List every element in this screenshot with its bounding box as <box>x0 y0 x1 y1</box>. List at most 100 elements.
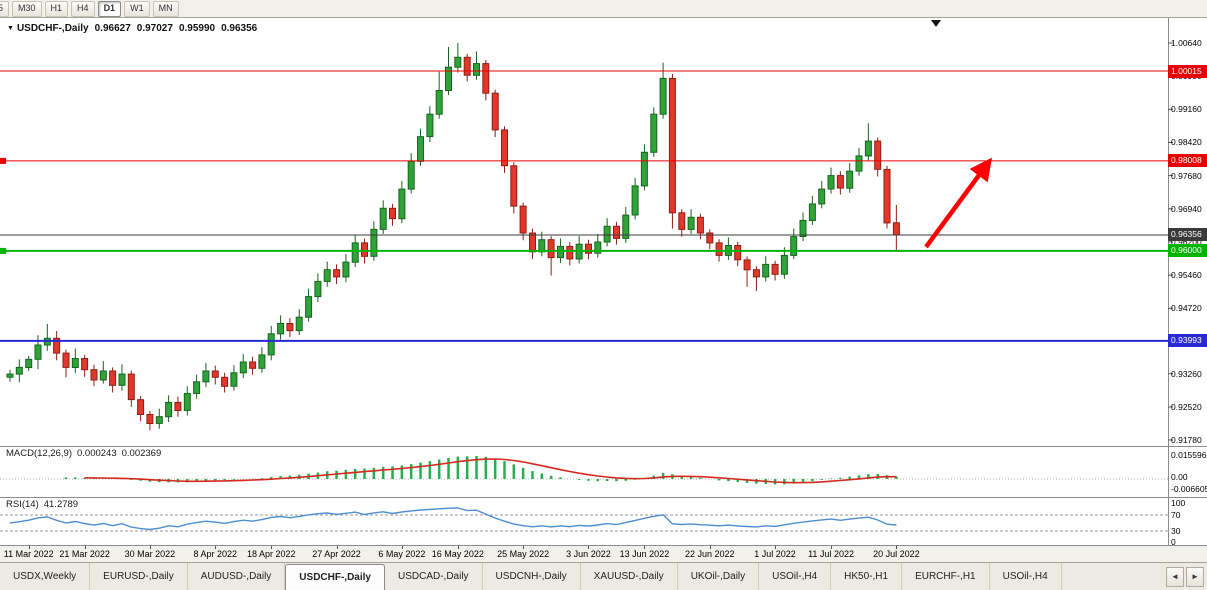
date-axis-label: 3 Jun 2022 <box>566 549 611 559</box>
price-axis-label: 0.96200 <box>1171 236 1202 247</box>
macd-indicator-label: MACD(12,26,9) 0.000243 0.002369 <box>6 448 161 459</box>
date-axis-tick <box>28 546 30 549</box>
macd-axis-label: -0.006605 <box>1171 483 1207 494</box>
date-axis-tick <box>896 546 898 549</box>
chart-tab-usoil-h4[interactable]: USOil-,H4 <box>990 563 1062 590</box>
timeframe-button-5[interactable]: 5 <box>0 0 10 17</box>
ohlc-close: 0.96356 <box>221 23 258 34</box>
ohlc-open: 0.96627 <box>94 23 131 34</box>
support-resistance-lines[interactable] <box>0 70 1168 342</box>
timeframe-button-H1[interactable]: H1 <box>44 0 69 17</box>
macd-axis-label: 0.015596 <box>1171 449 1207 460</box>
chart-tab-usdcad-daily[interactable]: USDCAD-,Daily <box>385 563 483 590</box>
chart-tab-bar: USDX,Weekly EURUSD-,Daily AUDUSD-,Daily USD… <box>0 562 1207 590</box>
macd-axis-label: 0.00 <box>1171 472 1188 482</box>
macd-panel <box>0 456 1168 485</box>
timeframe-button-M30[interactable]: M30 <box>12 0 42 17</box>
timeframe-button-W1[interactable]: W1 <box>124 0 150 17</box>
date-axis-tick <box>84 546 86 549</box>
date-axis-label: 16 May 2022 <box>431 549 484 559</box>
candlestick-series <box>6 43 900 431</box>
timeframe-button-D1[interactable]: D1 <box>97 0 122 17</box>
timeframe-button-MN[interactable]: MN <box>152 0 179 17</box>
ohlc-low: 0.95990 <box>178 23 216 34</box>
trend-arrow-annotation[interactable] <box>924 157 993 249</box>
date-axis-label: 30 Mar 2022 <box>124 549 176 559</box>
price-axis-label: 0.91780 <box>1171 435 1202 446</box>
date-axis-label: 13 Jun 2022 <box>619 549 670 559</box>
date-axis-label: 11 Mar 2022 <box>3 549 54 559</box>
date-axis-label: 8 Apr 2022 <box>193 549 238 559</box>
tabs-scroll-right-button[interactable]: ► <box>1186 566 1204 587</box>
date-axis-label: 25 May 2022 <box>497 549 550 559</box>
price-axis-label: 0.99160 <box>1171 104 1202 115</box>
macd-main-value: 0.000243 <box>77 448 117 459</box>
rsi-panel <box>0 507 1168 532</box>
tab-scroll-controls: ◄ ► <box>1163 563 1207 590</box>
time-axis[interactable]: 11 Mar 2022 21 Mar 2022 30 Mar 2022 8 Apr 2… <box>0 545 1207 562</box>
rsi-value: 41.2789 <box>43 499 79 510</box>
price-level-badge: 0.96000 <box>1168 244 1207 258</box>
chart-tab-eurusd-daily[interactable]: EURUSD-,Daily <box>90 563 188 590</box>
chart-tab-audusd-daily[interactable]: AUDUSD-,Daily <box>188 563 286 590</box>
ohlc-high: 0.97027 <box>136 23 173 34</box>
date-axis-tick <box>149 546 151 549</box>
tabs-scroll-left-button[interactable]: ◄ <box>1166 566 1184 587</box>
rsi-label: RSI(14) <box>6 499 39 510</box>
date-axis-tick <box>457 546 459 549</box>
chart-tab-usdcnh-daily[interactable]: USDCNH-,Daily <box>483 563 581 590</box>
price-axis-label: 0.97680 <box>1171 170 1202 181</box>
chart-tab-usoil-h4[interactable]: USOil-,H4 <box>759 563 832 590</box>
chart-title: ▼ USDCHF-,Daily 0.96627 0.97027 0.95990 0.963… <box>7 23 257 34</box>
chart-tab-ukoil-daily[interactable]: UKOil-,Daily <box>678 563 760 590</box>
chart-tab-xauusd-daily[interactable]: XAUUSD-,Daily <box>581 563 678 590</box>
date-axis-label: 22 Jun 2022 <box>684 549 735 559</box>
rsi-axis-label: 0 <box>1171 536 1176 547</box>
rsi-axis-label: 30 <box>1171 525 1181 536</box>
date-axis-tick <box>523 546 525 549</box>
price-axis-label: 1.00640 <box>1171 38 1202 48</box>
date-axis-label: 20 Jul 2022 <box>873 549 920 559</box>
symbol-dropdown-icon[interactable]: ▼ <box>7 25 14 32</box>
rsi-line <box>9 507 897 531</box>
price-axis-label: 0.92520 <box>1171 401 1202 412</box>
price-axis-label: 0.98420 <box>1171 137 1202 148</box>
macd-signal-value: 0.002369 <box>121 448 162 459</box>
chart-symbol-period: USDCHF-,Daily <box>16 23 89 34</box>
price-axis-label: 0.95460 <box>1171 270 1202 281</box>
date-axis-tick <box>644 546 646 549</box>
date-axis-tick <box>775 546 777 549</box>
chart-tab-hk50-h1[interactable]: HK50-,H1 <box>831 563 903 590</box>
chart-tab-usdchf-daily[interactable]: USDCHF-,Daily <box>285 564 385 590</box>
price-level-badge: 0.93993 <box>1168 334 1207 348</box>
price-level-badge: 0.98008 <box>1168 154 1207 168</box>
date-axis-label: 6 May 2022 <box>378 549 426 559</box>
price-level-badge: 1.00015 <box>1168 64 1207 78</box>
date-axis-tick <box>588 546 590 549</box>
rsi-indicator-label: RSI(14) 41.2789 <box>6 499 78 510</box>
price-axis-label: 0.93260 <box>1171 368 1202 379</box>
date-axis-tick <box>709 546 711 549</box>
date-axis-label: 11 Jul 2022 <box>808 549 854 559</box>
chart-shift-marker[interactable] <box>931 20 941 27</box>
date-axis-tick <box>831 546 833 549</box>
date-axis-label: 1 Jul 2022 <box>754 549 796 559</box>
rsi-axis-label: 100 <box>1171 497 1186 508</box>
macd-label: MACD(12,26,9) <box>6 448 72 459</box>
date-axis-tick <box>215 546 217 549</box>
timeframe-toolbar: 5M30H1H4D1W1MN <box>0 0 1207 18</box>
price-axis-label: 0.96940 <box>1171 203 1202 214</box>
timeframe-button-H4[interactable]: H4 <box>71 0 95 17</box>
chart-tab-eurchf-h1[interactable]: EURCHF-,H1 <box>902 563 990 590</box>
price-level-badge: 0.96356 <box>1168 228 1207 242</box>
date-axis-label: 21 Mar 2022 <box>59 549 110 559</box>
rsi-axis-label: 70 <box>1171 509 1181 520</box>
date-axis-tick <box>336 546 338 549</box>
chart-tab-usdx-weekly[interactable]: USDX,Weekly <box>0 563 91 590</box>
date-axis-label: 18 Apr 2022 <box>246 549 296 559</box>
price-axis-label: 0.94720 <box>1171 303 1202 314</box>
macd-signal-line <box>84 458 897 484</box>
date-axis-label: 27 Apr 2022 <box>312 549 361 559</box>
